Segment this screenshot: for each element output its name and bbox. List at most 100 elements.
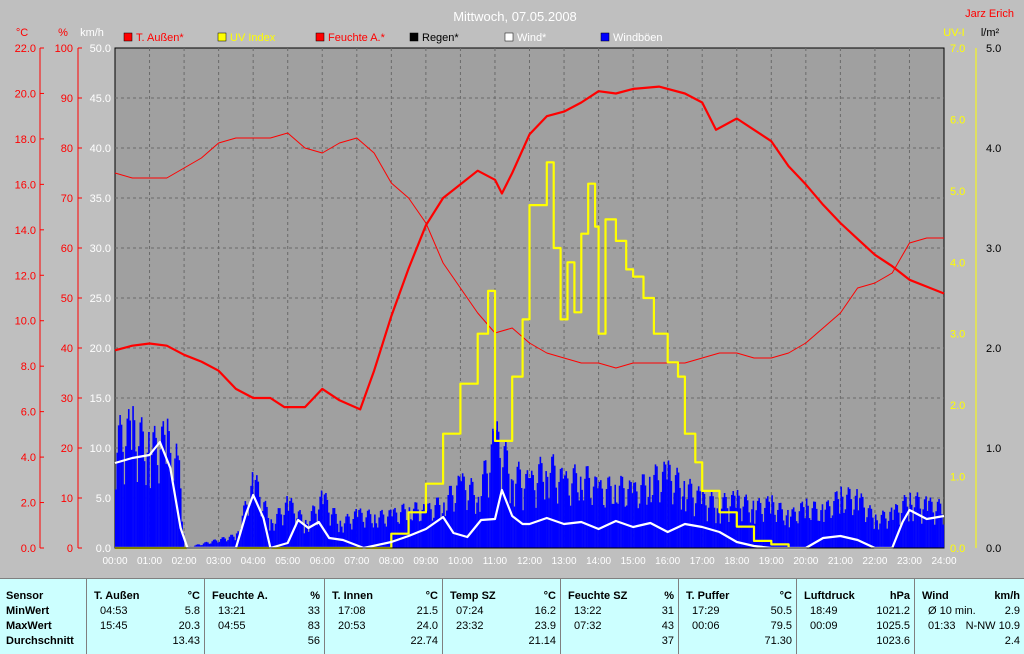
gust-bar (222, 537, 225, 548)
gust-bar (260, 516, 262, 548)
gust-bar (794, 511, 796, 548)
chart-title: Mittwoch, 07.05.2008 (453, 9, 577, 24)
gust-bar (818, 520, 821, 548)
gust-bar (861, 496, 864, 548)
gust-bar (615, 502, 618, 548)
tick-label-humidity: 50 (61, 293, 73, 305)
gust-bar (148, 431, 150, 548)
column-unit: °C (543, 590, 556, 602)
gust-bar (230, 534, 232, 548)
max-value: 43 (661, 620, 674, 632)
gust-bar (441, 513, 444, 548)
average-value: 71.30 (764, 635, 792, 647)
gust-bar (746, 500, 749, 548)
gust-bar (594, 476, 596, 548)
min-value: 1021.2 (876, 605, 910, 617)
gust-bar (669, 464, 671, 548)
gust-bar (765, 498, 768, 548)
gust-bar (808, 518, 811, 548)
max-value: 1025.5 (876, 620, 910, 632)
legend-label: Wind* (517, 32, 547, 44)
gust-bar (579, 476, 582, 548)
gust-bar (671, 504, 674, 548)
gust-bar (247, 515, 250, 548)
gust-bar (355, 508, 357, 548)
gust-bar (300, 514, 303, 548)
gust-bar (555, 487, 558, 548)
gust-bar (857, 510, 860, 548)
gust-bar (497, 431, 500, 548)
gust-bar (359, 508, 362, 548)
gust-bar (739, 508, 742, 548)
gust-bar (777, 509, 779, 548)
gust-bar (302, 522, 304, 548)
x-tick-label: 05:00 (275, 556, 300, 567)
gust-bar (146, 452, 149, 548)
gust-bar (807, 505, 809, 548)
gust-bar (313, 506, 316, 548)
gust-bar (507, 473, 510, 548)
gust-bar (525, 473, 527, 548)
gust-bar (464, 490, 467, 548)
gust-bar (545, 471, 547, 548)
gust-bar (198, 544, 201, 548)
gust-bar (325, 493, 327, 548)
tick-label-wind: 35.0 (90, 193, 111, 205)
gust-bar (735, 507, 737, 548)
gust-bar (221, 537, 224, 548)
gust-bar (624, 506, 627, 548)
gust-bar (356, 517, 359, 548)
gust-bar (873, 529, 876, 548)
gust-bar (584, 478, 586, 548)
gust-bar (292, 502, 294, 548)
gust-bar (641, 474, 644, 548)
gust-bar (178, 460, 181, 548)
gust-bar (792, 507, 795, 548)
gust-bar (830, 517, 832, 548)
gust-bar (709, 496, 712, 548)
gust-bar (918, 496, 920, 548)
gust-bar (611, 503, 614, 548)
gust-bar (693, 516, 696, 548)
gust-bar (376, 527, 379, 548)
gust-bar (235, 533, 238, 548)
gust-bar (915, 496, 917, 548)
column-unit: km/h (994, 590, 1020, 602)
gust-bar (902, 500, 904, 548)
gust-bar (778, 502, 781, 548)
gust-bar (243, 505, 245, 548)
gust-bar (125, 446, 127, 548)
gust-bar (454, 503, 457, 548)
gust-bar (648, 476, 651, 548)
gust-bar (152, 432, 155, 548)
gust-bar (601, 488, 604, 548)
gust-bar (254, 479, 257, 548)
gust-bar (631, 493, 634, 548)
gust-bar (828, 506, 831, 548)
gust-bar (505, 440, 507, 548)
gust-bar (933, 524, 936, 548)
gust-bar (879, 523, 881, 548)
x-tick-label: 13:00 (552, 556, 577, 567)
gust-bar (644, 485, 647, 548)
gust-bar (482, 474, 484, 548)
max-time: 23:32 (456, 620, 484, 632)
gust-bar (248, 505, 251, 548)
gust-bar (142, 431, 144, 548)
table-column: Feuchte A.% 13:21 33 04:55 83 56 (204, 579, 325, 654)
statistics-table: Sensor MinWert MaxWert Durchschnitt T. A… (0, 578, 1024, 654)
gust-bar (718, 497, 720, 548)
gust-bar (562, 478, 565, 548)
tick-label-humidity: 0 (67, 543, 73, 555)
tick-label-wind: 0.0 (96, 543, 111, 555)
gust-bar (768, 501, 771, 548)
gust-bar (712, 496, 714, 548)
gust-bar (316, 525, 319, 548)
x-tick-label: 21:00 (828, 556, 853, 567)
gust-bar (800, 503, 802, 548)
x-tick-label: 24:00 (931, 556, 956, 567)
gust-bar (245, 504, 248, 548)
column-unit: °C (779, 590, 792, 602)
table-row-labels: Sensor MinWert MaxWert Durchschnitt (0, 579, 87, 654)
gust-bar (480, 496, 483, 548)
